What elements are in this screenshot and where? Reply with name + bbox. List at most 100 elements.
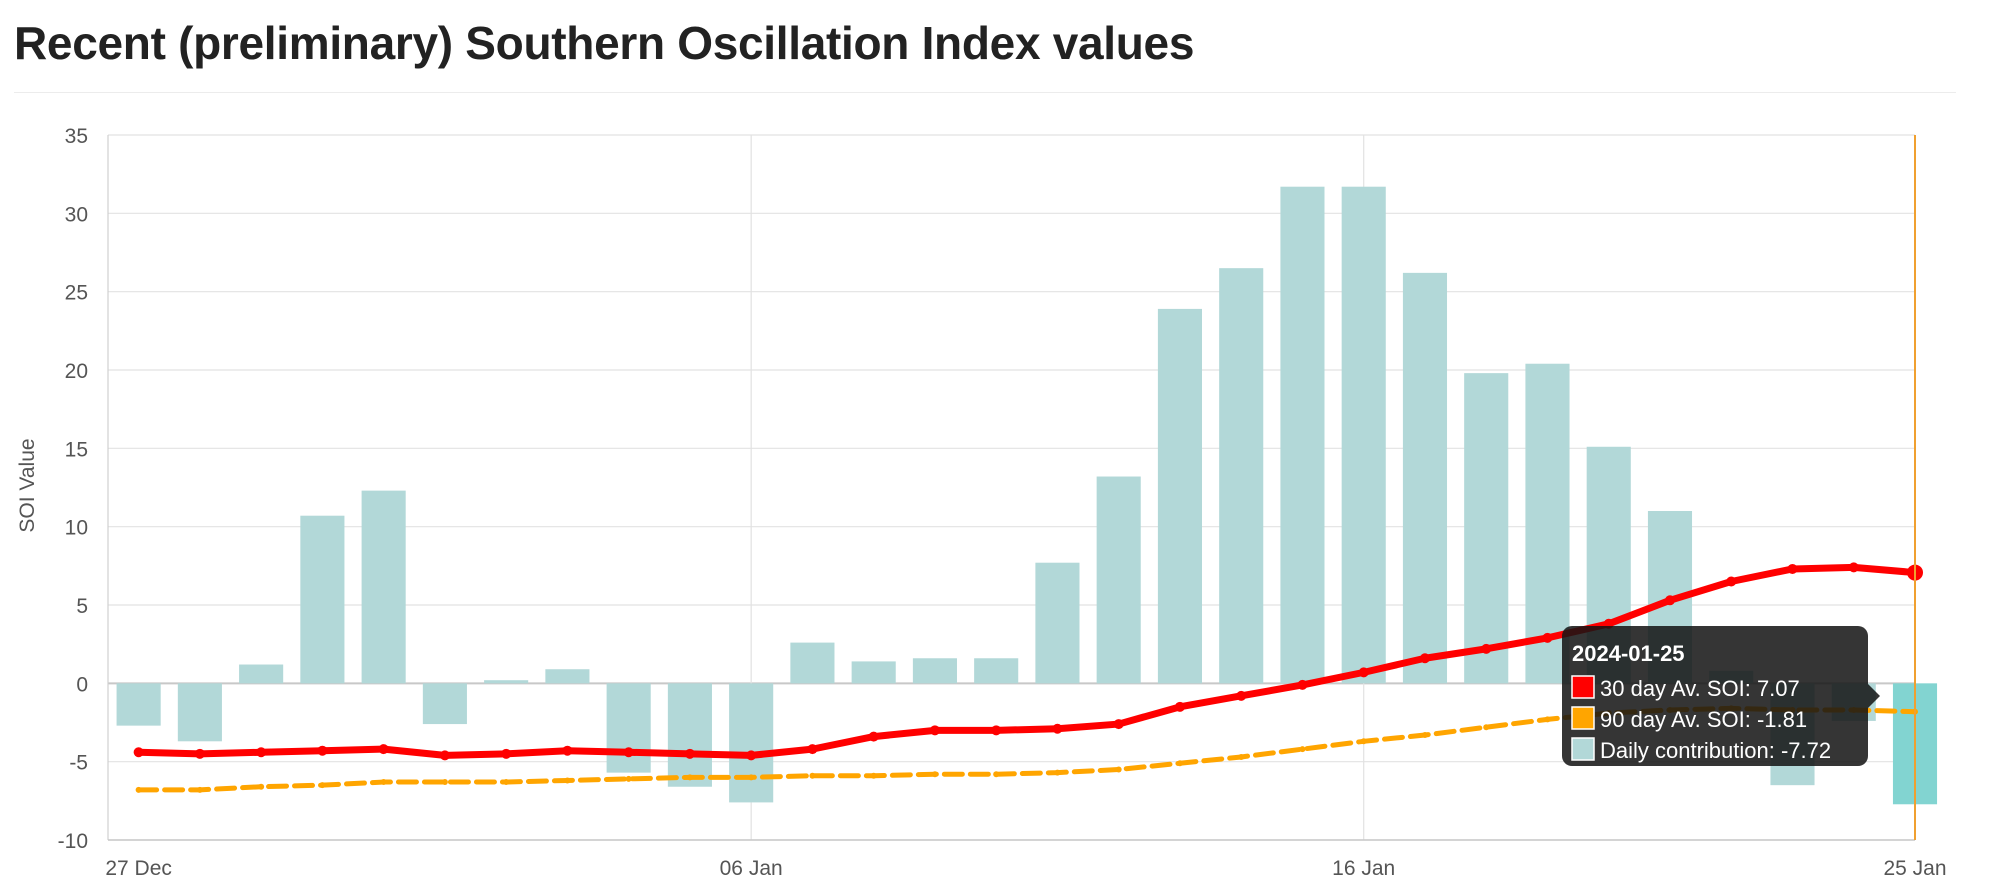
point-90-day-avg (441, 779, 448, 786)
point-90-day-avg (1176, 760, 1183, 767)
bar-daily-contribution (912, 658, 957, 684)
point-30-day-avg (623, 747, 634, 758)
point-30-day-avg (1358, 667, 1369, 678)
y-tick-label: 35 (65, 125, 88, 148)
tooltip-line: 30 day Av. SOI: 7.07 (1600, 676, 1800, 701)
point-30-day-avg (1481, 643, 1492, 654)
point-30-day-avg (1726, 576, 1737, 587)
point-30-day-avg (1542, 632, 1553, 643)
y-tick-label: 10 (65, 517, 88, 540)
point-90-day-avg (196, 786, 203, 793)
point-30-day-avg (501, 748, 512, 759)
bar-daily-contribution (361, 490, 406, 684)
tooltip-date: 2024-01-25 (1572, 641, 1685, 666)
title-divider (14, 92, 1956, 93)
page-title: Recent (preliminary) Southern Oscillatio… (14, 17, 1195, 69)
y-tick-label: 5 (76, 595, 88, 618)
point-90-day-avg (809, 772, 816, 779)
point-30-day-avg (562, 745, 573, 756)
bar-daily-contribution (851, 661, 896, 684)
bar-daily-contribution (177, 683, 222, 742)
point-90-day-avg (1483, 724, 1490, 731)
tooltip-line: Daily contribution: -7.72 (1600, 738, 1831, 763)
y-axis-label: SOI Value (16, 438, 39, 532)
bar-daily-contribution (300, 515, 345, 684)
tooltip-caret (1868, 684, 1880, 708)
bar-daily-contribution (1035, 562, 1080, 684)
point-30-day-avg (684, 748, 695, 759)
point-90-day-avg (135, 786, 142, 793)
point-30-day-avg (439, 750, 450, 761)
point-30-day-avg (194, 748, 205, 759)
point-30-day-avg (133, 747, 144, 758)
x-tick-label: 25 Jan (1883, 857, 1946, 877)
line-30-day-avg (135, 563, 1919, 759)
y-tick-label: 15 (65, 438, 88, 461)
bar-daily-contribution (1219, 268, 1264, 684)
y-tick-label: 30 (65, 203, 88, 226)
point-90-day-avg (625, 775, 632, 782)
bar-daily-contribution (729, 683, 774, 803)
point-90-day-avg (1054, 769, 1061, 776)
point-30-day-avg (317, 745, 328, 756)
bar-daily-contribution (545, 669, 590, 684)
point-90-day-avg (686, 774, 693, 781)
bar-daily-contribution (790, 642, 835, 684)
point-30-day-avg (807, 744, 818, 755)
bar-daily-contribution (1525, 363, 1570, 684)
tooltip-swatch (1571, 675, 1595, 699)
point-30-day-avg (1113, 719, 1124, 730)
point-30-day-avg (1297, 679, 1308, 690)
point-90-day-avg (931, 771, 938, 778)
point-30-day-avg (1174, 701, 1185, 712)
bar-daily-contribution (484, 680, 529, 684)
bar-daily-contribution (1402, 272, 1448, 684)
bar-daily-contribution (606, 683, 651, 773)
bar-daily-contribution (1341, 186, 1386, 684)
point-30-day-avg (868, 731, 879, 742)
point-90-day-avg (380, 779, 387, 786)
tooltip-box (1562, 626, 1868, 766)
point-90-day-avg (1421, 732, 1428, 739)
x-tick-label: 16 Jan (1332, 857, 1395, 877)
y-tick-label: 20 (65, 360, 88, 383)
point-30-day-avg (1848, 562, 1859, 573)
point-90-day-avg (993, 771, 1000, 778)
y-tick-label: 25 (65, 282, 88, 305)
x-tick-label: 27 Dec (105, 857, 172, 877)
point-90-day-avg (1299, 746, 1306, 753)
point-30-day-avg (1419, 653, 1430, 664)
x-tick-label: 06 Jan (720, 857, 783, 877)
bar-daily-contribution (422, 683, 467, 725)
point-30-day-avg (991, 725, 1002, 736)
bar-daily-contribution (1157, 308, 1203, 684)
point-90-day-avg (1544, 716, 1551, 723)
point-90-day-avg (258, 783, 265, 790)
y-tick-label: -10 (58, 830, 88, 853)
point-90-day-avg (319, 782, 326, 789)
tooltip: 2024-01-25 30 day Av. SOI: 7.07 90 day Av.… (1562, 626, 1880, 766)
point-30-day-avg (929, 725, 940, 736)
point-90-day-avg (1238, 753, 1245, 760)
y-tick-label: 0 (76, 673, 88, 696)
point-90-day-avg (1115, 766, 1122, 773)
point-30-day-avg (1236, 690, 1247, 701)
bar-daily-contribution (1280, 186, 1325, 684)
bar-daily-contribution (667, 683, 712, 787)
point-90-day-avg (1360, 738, 1367, 745)
tooltip-line: 90 day Av. SOI: -1.81 (1600, 707, 1807, 732)
point-90-day-avg (564, 777, 571, 784)
point-90-day-avg (503, 779, 510, 786)
bar-daily-contribution (1464, 373, 1509, 684)
point-30-day-avg (1052, 723, 1063, 734)
point-30-day-avg (378, 744, 389, 755)
tooltip-swatch (1571, 737, 1595, 761)
bar-daily-contribution (1096, 476, 1141, 684)
point-90-day-avg (748, 774, 755, 781)
point-30-day-avg (256, 747, 267, 758)
tooltip-swatch (1571, 706, 1595, 730)
bar-daily-contribution (239, 664, 284, 684)
bar-daily-contribution (116, 683, 161, 726)
point-30-day-avg (1787, 563, 1798, 574)
